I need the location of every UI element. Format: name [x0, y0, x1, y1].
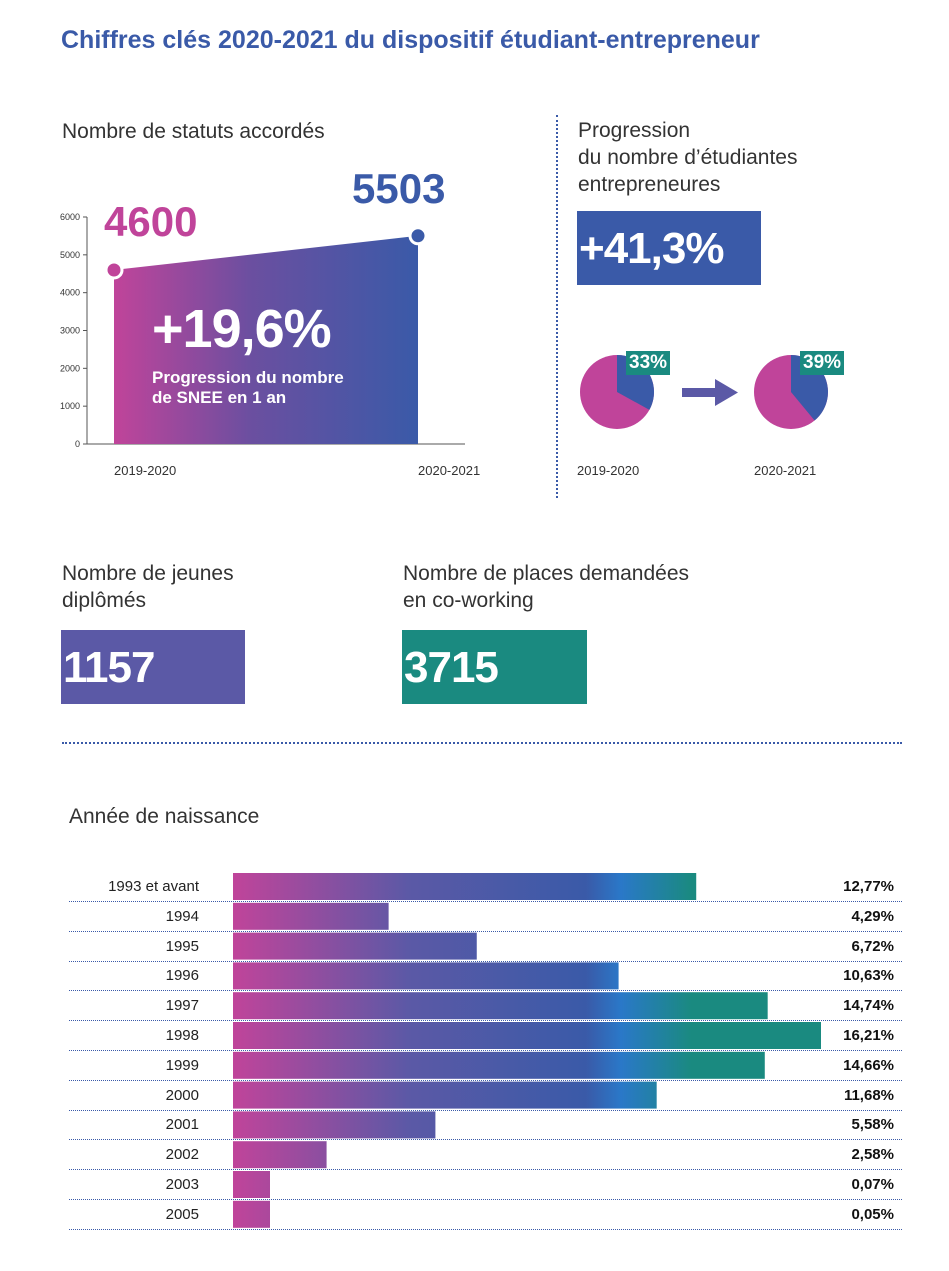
row-separator [69, 1228, 902, 1230]
row-separator [69, 1109, 902, 1111]
bar-11 [233, 1200, 270, 1228]
row-separator [69, 1199, 902, 1200]
arrow-right-icon [682, 379, 738, 406]
y-tick-label: 6000 [60, 212, 80, 222]
statuts-area [114, 235, 418, 444]
row-separator [69, 1079, 902, 1081]
bar-category-label: 2002 [165, 1146, 199, 1164]
bar-5 [233, 1022, 821, 1049]
bar-category-label: 1996 [165, 967, 199, 985]
bar-value-label: 2,58% [851, 1146, 894, 1164]
bar-8 [233, 1111, 436, 1139]
bar-value-label: 0,07% [851, 1176, 894, 1193]
row-separator [69, 930, 902, 932]
y-tick-label: 2000 [60, 363, 80, 373]
statuts-progression: +19,6% [152, 299, 332, 359]
statuts-year-start: 2019-2020 [114, 463, 177, 478]
y-tick-label: 3000 [60, 326, 80, 336]
row-separator [69, 1020, 902, 1022]
diplomes-label: Nombre de jeunes diplômés [62, 560, 234, 614]
point-2019-2020 [104, 260, 124, 280]
etudiantes-year-start: 2019-2020 [577, 463, 640, 478]
coworking-value: 3715 [404, 643, 499, 692]
coworking-label-line1: Nombre de places demandées [403, 562, 690, 585]
bar-category-label: 2000 [165, 1086, 199, 1104]
statuts-label: Nombre de statuts accordés [62, 120, 325, 143]
bar-category-label: 2005 [165, 1205, 199, 1223]
etudiantes-label: Progression du nombre d’étudiantes entre… [578, 117, 798, 198]
bar-value-label: 10,63% [843, 967, 894, 985]
bar-value-label: 14,66% [843, 1056, 894, 1074]
etudiantes-label-line2: du nombre d’étudiantes [578, 146, 798, 169]
y-tick-label: 4000 [60, 288, 80, 298]
bar-value-label: 6,72% [851, 937, 894, 955]
row-separator [69, 1139, 902, 1141]
bar-value-label: 12,77% [843, 878, 894, 895]
bar-value-label: 14,74% [843, 997, 894, 1015]
bar-9 [233, 1141, 327, 1169]
row-separator [69, 1169, 902, 1171]
bar-category-label: 1997 [165, 997, 199, 1015]
statuts-progression-text-line2: de SNEE en 1 an [152, 388, 287, 407]
row-separator [69, 960, 902, 962]
page-title: Chiffres clés 2020-2021 du dispositif ét… [61, 26, 760, 54]
bar-4 [233, 992, 768, 1020]
statuts-year-end: 2020-2021 [418, 463, 481, 478]
row-separator [69, 990, 902, 992]
coworking-label: Nombre de places demandées en co-working [403, 560, 689, 614]
bar-category-label: 1995 [165, 937, 199, 955]
y-tick-label: 0 [75, 439, 80, 449]
horizontal-separator [62, 742, 902, 744]
row-separator [69, 901, 902, 902]
etudiantes-year-end: 2020-2021 [754, 463, 817, 478]
bar-1 [233, 902, 389, 930]
etudiantes-value-box: +41,3% [577, 211, 761, 285]
bar-7 [233, 1081, 657, 1109]
statuts-area-chart: 0 1000 2000 3000 4000 5000 6000 [60, 212, 465, 449]
etudiantes-label-line3: entrepreneures [578, 173, 721, 196]
bar-3 [233, 962, 619, 990]
bar-value-label: 0,05% [851, 1205, 894, 1223]
bar-10 [233, 1171, 270, 1198]
y-tick-label: 5000 [60, 250, 80, 260]
point-2020-2021 [408, 226, 428, 246]
bar-value-label: 5,58% [851, 1116, 894, 1134]
diplomes-label-line2: diplômés [62, 589, 147, 612]
bar-category-label: 1993 et avant [108, 878, 199, 895]
statuts-value-start: 4600 [104, 198, 198, 245]
diplomes-value: 1157 [63, 643, 155, 692]
coworking-value-box: 3715 [402, 630, 587, 704]
etudiantes-value: +41,3% [579, 224, 724, 273]
bar-6 [233, 1051, 765, 1079]
bar-value-label: 4,29% [851, 907, 894, 925]
diplomes-label-line1: Nombre de jeunes [62, 562, 234, 585]
coworking-label-line2: en co-working [403, 589, 534, 612]
bar-category-label: 1999 [165, 1056, 199, 1074]
diplomes-value-box: 1157 [61, 630, 245, 704]
bar-value-label: 16,21% [843, 1027, 894, 1044]
bar-category-label: 2003 [165, 1176, 199, 1193]
bar-category-label: 1994 [165, 907, 199, 925]
bar-category-label: 2001 [165, 1116, 199, 1134]
naissance-label: Année de naissance [69, 805, 260, 828]
statuts-progression-text: Progression du nombre de SNEE en 1 an [152, 368, 344, 408]
bar-2 [233, 932, 477, 960]
row-separator [69, 1050, 902, 1051]
pie-end-pct: 39% [800, 351, 845, 375]
statuts-value-end: 5503 [352, 165, 446, 212]
vertical-separator [556, 115, 558, 498]
pie-start-pct: 33% [626, 351, 671, 375]
statuts-progression-text-line1: Progression du nombre [152, 368, 344, 387]
etudiantes-label-line1: Progression [578, 119, 691, 142]
bar-category-label: 1998 [165, 1027, 199, 1044]
y-tick-label: 1000 [60, 401, 80, 411]
bar-value-label: 11,68% [843, 1086, 894, 1104]
bar-0 [233, 873, 697, 900]
